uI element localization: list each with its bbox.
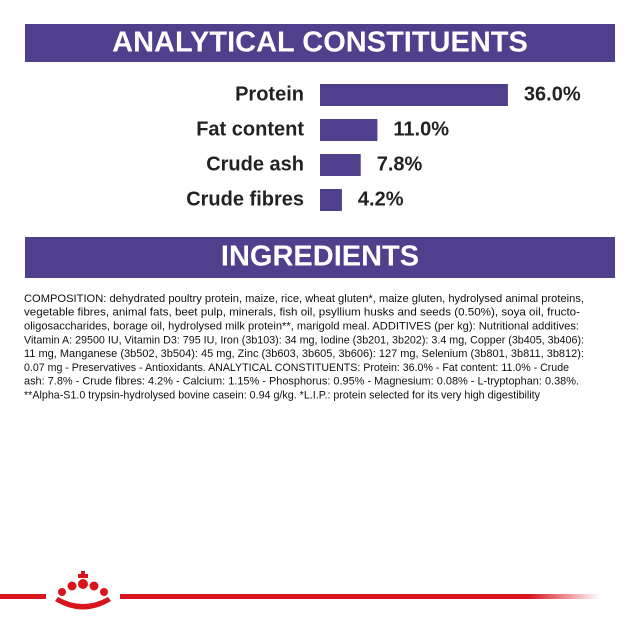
ingredients-line: Vitamin A: 29500 IU, Vitamin D3: 795 IU,…	[24, 334, 584, 346]
footer-line	[0, 594, 46, 599]
bar	[320, 84, 508, 106]
bar	[320, 189, 342, 211]
value-label: 7.8%	[377, 153, 423, 175]
ingredients-line: ash: 7.8% - Crude fibres: 4.2% - Calcium…	[24, 376, 579, 388]
header-band	[25, 237, 615, 278]
footer-line	[120, 594, 600, 599]
value-label: 36.0%	[524, 83, 581, 105]
value-label: 11.0%	[393, 118, 449, 140]
category-label: Protein	[235, 83, 304, 105]
ingredients-line: COMPOSITION: dehydrated poultry protein,…	[24, 293, 584, 305]
header-band	[25, 24, 615, 62]
ingredients-line: 11 mg, Manganese (3b502, 3b504): 45 mg, …	[24, 348, 584, 360]
value-label: 4.2%	[358, 188, 404, 210]
category-label: Fat content	[196, 118, 304, 140]
ingredients-title: INGREDIENTS	[221, 241, 419, 273]
crown-logo	[55, 571, 111, 610]
ingredients-line: vegetable fibres, animal fats, beet pulp…	[24, 307, 580, 319]
category-label: Crude fibres	[186, 188, 304, 210]
chart-title: ANALYTICAL CONSTITUENTS	[112, 27, 528, 59]
ingredients-line: 0.07 mg - Preservatives - Antioxidants. …	[24, 362, 569, 374]
category-label: Crude ash	[206, 153, 304, 175]
footer	[0, 571, 600, 610]
ingredients-line: oligosaccharides, borage oil, hydrolysed…	[24, 321, 579, 333]
bar	[320, 154, 361, 176]
ingredients-line: **Alpha-S1.0 trypsin-hydrolysed bovine c…	[24, 390, 540, 402]
bar	[320, 119, 378, 141]
